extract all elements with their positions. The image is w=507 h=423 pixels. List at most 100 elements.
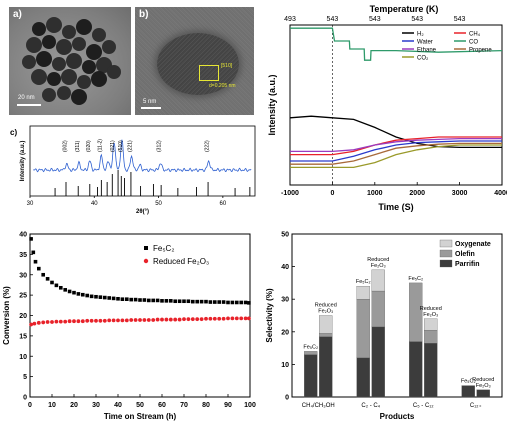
sel-bar-segment (319, 333, 333, 337)
conv-point (234, 316, 239, 321)
conv-point (33, 259, 38, 264)
conv-point (76, 319, 81, 324)
conv-point (85, 293, 89, 298)
tpsr-series-line (290, 140, 502, 162)
conv-point (80, 319, 85, 324)
xrd-peak-label: (312) (157, 140, 163, 152)
sel-legend-swatch (439, 249, 453, 258)
sel-y-tick-label: 20 (281, 329, 289, 336)
sel-bar-label: Fe₂O₃ (371, 263, 386, 269)
conv-point (151, 318, 156, 322)
sel-x-tick-label: C₅ - C₁₂ (413, 403, 434, 409)
conv-point (243, 300, 248, 305)
sel-legend-swatch (439, 239, 453, 248)
tpsr-x-tick-label: 4000 (494, 190, 507, 197)
conv-point (142, 318, 147, 322)
conv-point (89, 318, 94, 323)
panel-label-b: b) (139, 9, 149, 20)
sel-bar-segment (304, 354, 318, 398)
conv-point (58, 319, 63, 324)
sel-legend-label: Olefin (455, 251, 475, 258)
conv-point (102, 318, 107, 323)
tpsr-x-axis-label: Time (S) (378, 202, 413, 212)
conv-point (146, 318, 151, 322)
conv-point (212, 316, 217, 321)
conv-point (155, 317, 160, 322)
conv-y-tick-label: 40 (19, 232, 27, 239)
nanoparticle (56, 39, 72, 55)
conv-point (59, 285, 63, 290)
conv-point (45, 277, 50, 281)
sel-bar-segment (424, 330, 438, 344)
conv-point (116, 296, 120, 301)
conv-y-tick-label: 5 (23, 374, 27, 381)
conv-point (31, 250, 36, 255)
sel-bar-segment (356, 299, 370, 359)
conv-point (41, 272, 45, 277)
tpsr-top-tick-label: 543 (369, 16, 381, 23)
sel-bar-label: Fe₂O₃ (318, 309, 333, 315)
conv-point (125, 297, 129, 301)
conv-point (168, 317, 173, 322)
conv-point (208, 300, 213, 304)
conv-point (239, 300, 243, 305)
xrd-peak-label: (510) (118, 140, 124, 152)
conv-point (133, 318, 138, 322)
particle-core (157, 33, 239, 95)
conv-point (37, 266, 41, 271)
conv-point (41, 320, 46, 325)
lattice-box (199, 65, 219, 81)
conv-point (116, 318, 120, 323)
conv-point (221, 316, 226, 321)
conv-point (76, 292, 81, 296)
sel-bar-label: Fe₅C₂ (461, 379, 476, 385)
tpsr-frame (289, 24, 503, 186)
sel-bar-segment (424, 343, 438, 398)
conv-point (103, 295, 107, 300)
conv-point (160, 299, 164, 303)
conv-point (177, 299, 182, 304)
xrd-peak-label: (11-2) (97, 139, 103, 152)
tpsr-top-tick-label: 543 (327, 16, 339, 23)
tpsr-legend-label: H₂ (417, 32, 424, 38)
sel-x-tick-label: C₂ - C₄ (361, 403, 380, 409)
conv-x-tick-label: 30 (92, 402, 100, 409)
tpsr-series-line (290, 144, 502, 169)
sel-y-tick-label: 40 (281, 264, 289, 271)
conv-y-tick-label: 0 (23, 395, 27, 402)
xrd-peak-label: (222) (205, 140, 211, 152)
tpsr-top-tick-label: 493 (284, 16, 296, 23)
conv-x-tick-label: 50 (136, 402, 144, 409)
sel-bar-segment (371, 290, 385, 328)
conv-point (72, 319, 76, 324)
panel-label-c: c) (10, 128, 17, 137)
conv-point (190, 317, 195, 322)
sel-bar-segment (409, 341, 423, 398)
conv-point (195, 317, 200, 322)
conv-point (36, 320, 41, 325)
nanoparticle (42, 35, 56, 49)
sel-x-axis-label: Products (380, 412, 415, 421)
nanoparticle (66, 53, 82, 69)
conv-x-axis-label: Time on Stream (h) (104, 412, 177, 421)
sel-y-axis-label: Selectivity (%) (265, 288, 274, 343)
tpsr-legend-label: Water (417, 40, 433, 46)
conv-point (235, 300, 239, 305)
tpsr-legend-label: CH₄ (469, 32, 481, 38)
conv-point (107, 296, 111, 300)
conv-point (208, 316, 213, 321)
conv-point (45, 320, 50, 324)
tpsr-legend-label: Propene (469, 48, 492, 54)
sel-bar-segment (371, 326, 385, 398)
sel-bar-segment (424, 318, 438, 331)
nanoparticle (26, 37, 42, 53)
conv-point (147, 298, 151, 303)
conv-point (195, 299, 199, 304)
conv-point (230, 300, 235, 305)
conv-point (213, 300, 217, 304)
sel-bar-label: Reduced (367, 257, 389, 263)
nanoparticle (31, 69, 47, 85)
sel-frame (291, 233, 503, 398)
sel-legend-swatch (439, 259, 453, 268)
sel-bar-label: Reduced (315, 303, 337, 309)
